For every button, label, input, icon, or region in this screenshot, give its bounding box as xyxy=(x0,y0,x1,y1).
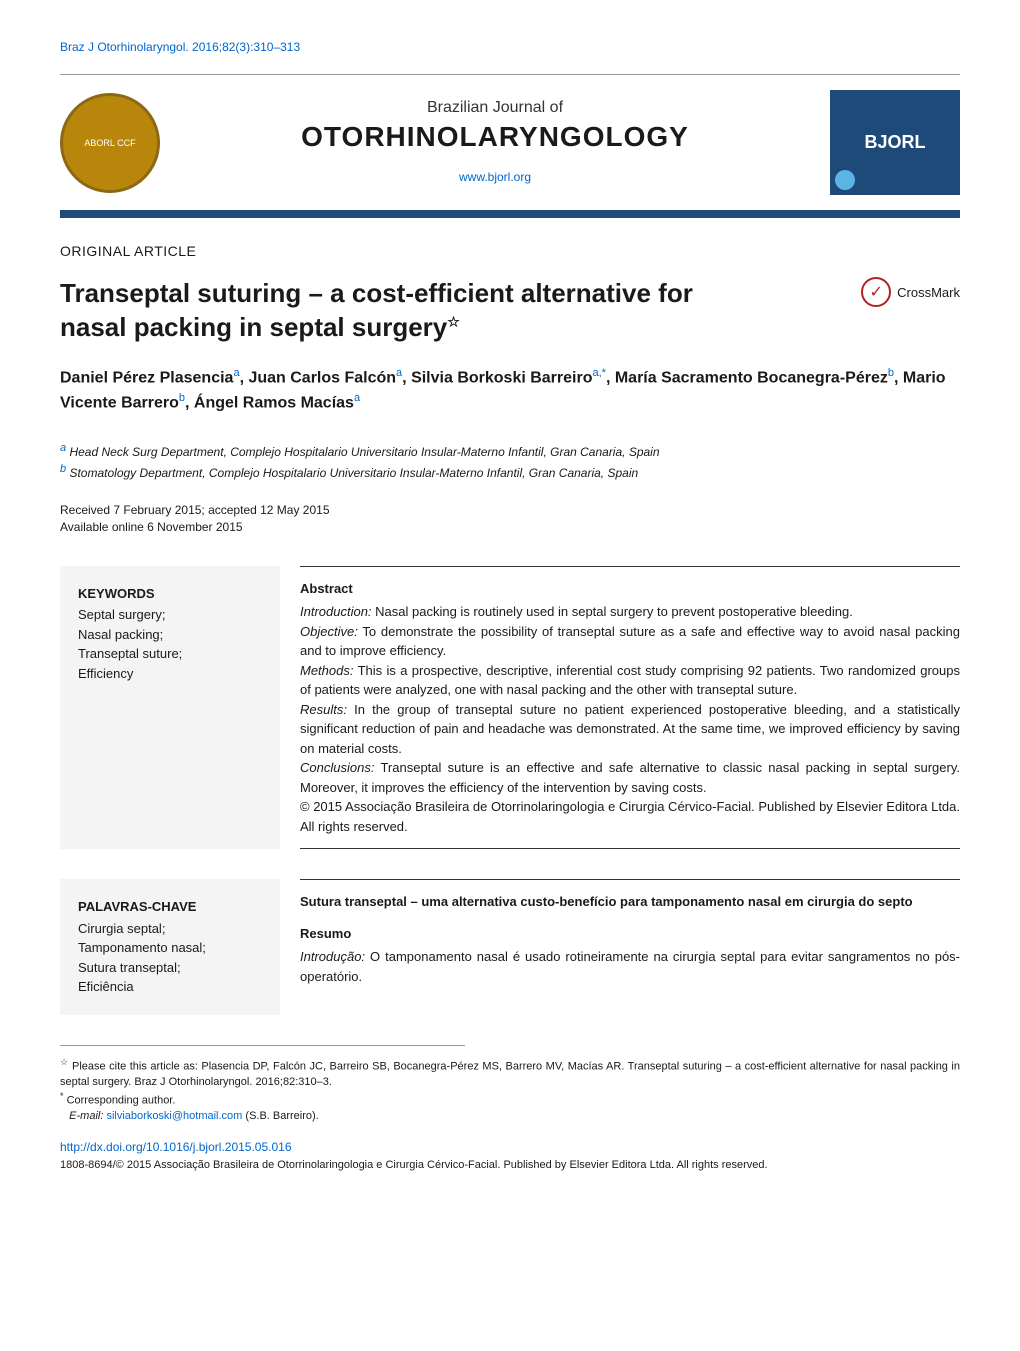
footer-copyright: 1808-8694/© 2015 Associação Brasileira d… xyxy=(60,1158,960,1173)
intro-text: Nasal packing is routinely used in septa… xyxy=(372,604,853,619)
obj-label: Objective: xyxy=(300,624,358,639)
corresponding-footnote: * Corresponding author. xyxy=(60,1090,960,1109)
author-2-sup: a xyxy=(396,367,402,379)
author-4: María Sacramento Bocanegra-Pérez xyxy=(615,369,888,386)
crossmark-label: CrossMark xyxy=(897,285,960,300)
keyword-pt-1: Cirurgia septal; xyxy=(78,919,262,939)
author-1: Daniel Pérez Plasencia xyxy=(60,369,233,386)
email-footnote: E-mail: silviaborkoski@hotmail.com (S.B.… xyxy=(60,1109,960,1124)
obj-text: To demonstrate the possibility of transe… xyxy=(300,624,960,659)
concl-text: Transeptal suture is an effective and sa… xyxy=(300,760,960,795)
email-link[interactable]: silviaborkoski@hotmail.com xyxy=(106,1110,242,1122)
keywords-heading-pt: PALAVRAS-CHAVE xyxy=(78,897,262,917)
intro-label: Introduction: xyxy=(300,604,372,619)
author-3: Silvia Borkoski Barreiro xyxy=(411,369,592,386)
abstract-intro: Introduction: Nasal packing is routinely… xyxy=(300,602,960,622)
abstract-heading-en: Abstract xyxy=(300,579,960,599)
author-6: Ángel Ramos Macías xyxy=(194,394,354,411)
results-text: In the group of transeptal suture no pat… xyxy=(300,702,960,756)
keyword-en-3: Transeptal suture; xyxy=(78,644,262,664)
abstract-section-en: KEYWORDS Septal surgery; Nasal packing; … xyxy=(60,566,960,850)
keywords-box-en: KEYWORDS Septal surgery; Nasal packing; … xyxy=(60,566,280,850)
abstract-rule-top xyxy=(300,566,960,567)
title-row: Transeptal suturing – a cost-efficient a… xyxy=(60,277,960,345)
author-6-sup: a xyxy=(354,392,360,404)
author-2: Juan Carlos Falcón xyxy=(248,369,396,386)
abstract-methods: Methods: This is a prospective, descript… xyxy=(300,661,960,700)
affiliation-a-text: Head Neck Surg Department, Complejo Hosp… xyxy=(66,445,659,459)
author-list: Daniel Pérez Plasenciaa, Juan Carlos Fal… xyxy=(60,365,960,416)
abstract-conclusions: Conclusions: Transeptal suture is an eff… xyxy=(300,758,960,797)
methods-label: Methods: xyxy=(300,663,353,678)
doi-link[interactable]: http://dx.doi.org/10.1016/j.bjorl.2015.0… xyxy=(60,1139,960,1156)
affiliations-block: a Head Neck Surg Department, Complejo Ho… xyxy=(60,440,960,482)
results-label: Results: xyxy=(300,702,347,717)
journal-name: OTORHINOLARYNGOLOGY xyxy=(160,121,830,153)
article-title-text: Transeptal suturing – a cost-efficient a… xyxy=(60,278,693,342)
concl-label: Conclusions: xyxy=(300,760,374,775)
email-name: (S.B. Barreiro). xyxy=(242,1110,318,1122)
keyword-en-4: Efficiency xyxy=(78,664,262,684)
publisher-logo: ABORL CCF xyxy=(60,93,160,193)
resumo-intro-label: Introdução: xyxy=(300,949,365,964)
resumo-intro-text: O tamponamento nasal é usado rotineirame… xyxy=(300,949,960,984)
online-date: Available online 6 November 2015 xyxy=(60,519,960,536)
article-dates: Received 7 February 2015; accepted 12 Ma… xyxy=(60,502,960,536)
affiliation-a: a Head Neck Surg Department, Complejo Ho… xyxy=(60,440,960,461)
email-label: E-mail: xyxy=(69,1110,103,1122)
keyword-en-1: Septal surgery; xyxy=(78,605,262,625)
resumo-content: Sutura transeptal – uma alternativa cust… xyxy=(280,879,960,1015)
title-footnote-star: ☆ xyxy=(447,313,460,329)
resumo-intro: Introdução: O tamponamento nasal é usado… xyxy=(300,947,960,986)
keyword-pt-3: Sutura transeptal; xyxy=(78,958,262,978)
article-title: Transeptal suturing – a cost-efficient a… xyxy=(60,277,760,345)
abstract-content-en: Abstract Introduction: Nasal packing is … xyxy=(280,566,960,850)
footnotes-block: ☆ Please cite this article as: Plasencia… xyxy=(60,1056,960,1173)
abstract-objective: Objective: To demonstrate the possibilit… xyxy=(300,622,960,661)
crossmark-icon: ✓ xyxy=(861,277,891,307)
resumo-title: Sutura transeptal – uma alternativa cust… xyxy=(300,892,960,912)
author-5-sup: b xyxy=(179,392,185,404)
abstract-results: Results: In the group of transeptal sutu… xyxy=(300,700,960,759)
received-date: Received 7 February 2015; accepted 12 Ma… xyxy=(60,502,960,519)
journal-header: ABORL CCF Brazilian Journal of OTORHINOL… xyxy=(60,90,960,210)
header-citation: Braz J Otorhinolaryngol. 2016;82(3):310–… xyxy=(60,40,960,54)
journal-url-link[interactable]: www.bjorl.org xyxy=(459,170,531,184)
cite-star: ☆ xyxy=(60,1057,69,1067)
affiliation-b-text: Stomatology Department, Complejo Hospita… xyxy=(66,466,638,480)
keywords-heading-en: KEYWORDS xyxy=(78,584,262,604)
abstract-rule-bottom xyxy=(300,848,960,849)
keyword-en-2: Nasal packing; xyxy=(78,625,262,645)
journal-subtitle: Brazilian Journal of xyxy=(160,99,830,117)
keyword-pt-4: Eficiência xyxy=(78,977,262,997)
author-1-sup: a xyxy=(233,367,239,379)
resumo-heading: Resumo xyxy=(300,924,960,944)
citation-footnote: ☆ Please cite this article as: Plasencia… xyxy=(60,1056,960,1090)
affiliation-b: b Stomatology Department, Complejo Hospi… xyxy=(60,461,960,482)
footnote-half-rule xyxy=(60,1045,465,1046)
author-4-sup: b xyxy=(888,367,894,379)
journal-cover-thumbnail: BJORL xyxy=(830,90,960,195)
separator-line xyxy=(60,74,960,75)
keywords-box-pt: PALAVRAS-CHAVE Cirurgia septal; Tamponam… xyxy=(60,879,280,1015)
crossmark-badge[interactable]: ✓ CrossMark xyxy=(861,277,960,307)
keyword-pt-2: Tamponamento nasal; xyxy=(78,938,262,958)
header-thick-bar xyxy=(60,210,960,218)
author-3-sup: a,* xyxy=(592,367,605,379)
journal-title-block: Brazilian Journal of OTORHINOLARYNGOLOGY… xyxy=(160,99,830,186)
methods-text: This is a prospective, descriptive, infe… xyxy=(300,663,960,698)
article-type-label: ORIGINAL ARTICLE xyxy=(60,243,960,259)
resumo-rule-top xyxy=(300,879,960,880)
abstract-copyright: © 2015 Associação Brasileira de Otorrino… xyxy=(300,797,960,836)
abstract-section-pt: PALAVRAS-CHAVE Cirurgia septal; Tamponam… xyxy=(60,879,960,1015)
corr-text: Corresponding author. xyxy=(64,1095,176,1107)
cite-text: Please cite this article as: Plasencia D… xyxy=(60,1061,960,1088)
